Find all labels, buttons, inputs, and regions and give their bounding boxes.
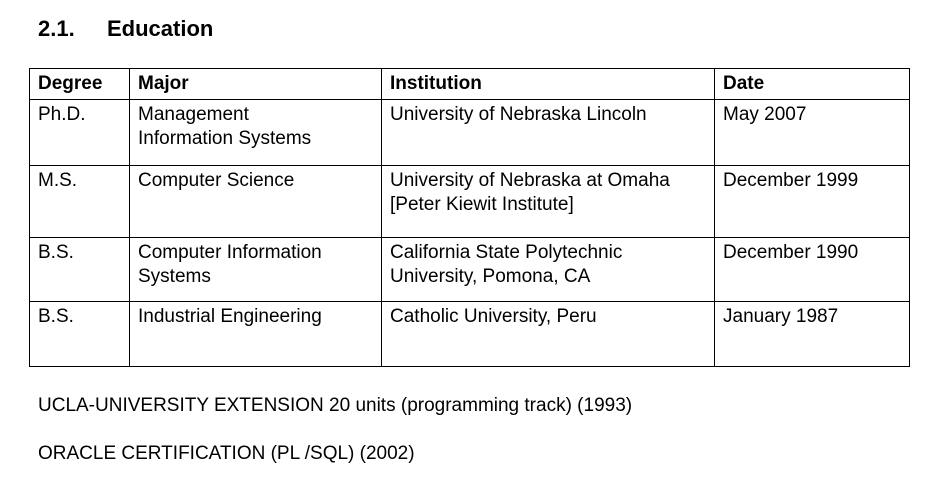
cell-text: [Peter Kiewit Institute] (390, 194, 574, 215)
table-cell: Computer Information Systems (129, 237, 382, 302)
cell-text: May 2007 (723, 104, 807, 125)
cell-text: Information Systems (138, 128, 312, 149)
table-cell: M.S. (29, 165, 130, 238)
table-cell: B.S. (29, 301, 130, 367)
cell-text: California State Polytechnic (390, 242, 623, 263)
cell-text: B.S. (38, 242, 74, 263)
section-heading: 2.1. Education (38, 16, 213, 42)
cell-text: Catholic University, Peru (390, 306, 597, 327)
table-cell: University of Nebraska at Omaha [Peter Ki… (381, 165, 715, 238)
cell-text: Ph.D. (38, 104, 86, 125)
table-cell: Industrial Engineering (129, 301, 382, 367)
table-cell: B.S. (29, 237, 130, 302)
cell-text: Systems (138, 266, 211, 287)
column-header: Degree (29, 68, 130, 100)
note: UCLA-UNIVERSITY EXTENSION 20 units (prog… (38, 395, 633, 416)
education-table: Degree Major Institution Date Ph.D. Manageme… (29, 68, 910, 367)
section-title: Education (107, 16, 214, 41)
table-cell: California State Polytechnic University, … (381, 237, 715, 302)
table-row: B.S. Industrial Engineering Catholic Unive… (29, 301, 910, 367)
table-cell: Ph.D. (29, 99, 130, 166)
table-row: Ph.D. Management Information Systems Univer… (29, 99, 910, 166)
table-row: B.S. Computer Information Systems Californi… (29, 237, 910, 302)
table-cell: University of Nebraska Lincoln (381, 99, 715, 166)
table-cell: Management Information Systems (129, 99, 382, 166)
column-header: Date (714, 68, 910, 100)
cell-text: University, Pomona, CA (390, 266, 591, 287)
cell-text: University of Nebraska at Omaha (390, 170, 670, 191)
note: ORACLE CERTIFICATION (PL /SQL) (2002) (38, 443, 415, 464)
table-cell: Computer Science (129, 165, 382, 238)
table-cell: Catholic University, Peru (381, 301, 715, 367)
column-header: Major (129, 68, 382, 100)
header-row: Degree Major Institution Date (29, 68, 910, 100)
cell-text: M.S. (38, 170, 78, 191)
cell-text: Industrial Engineering (138, 306, 322, 327)
cell-text: Management (138, 104, 249, 125)
cell-text: December 1999 (723, 170, 859, 191)
cell-text: B.S. (38, 306, 74, 327)
table-body: Ph.D. Management Information Systems Univer… (29, 99, 910, 367)
cell-text: Computer Science (138, 170, 295, 191)
cell-text: January 1987 (723, 306, 839, 327)
cell-text: University of Nebraska Lincoln (390, 104, 647, 125)
cell-text: Computer Information (138, 242, 322, 263)
column-header: Institution (381, 68, 715, 100)
table-cell: January 1987 (714, 301, 910, 367)
table-row: M.S. Computer Science University of Nebras… (29, 165, 910, 238)
table-cell: May 2007 (714, 99, 910, 166)
table-cell: December 1990 (714, 237, 910, 302)
table-cell: December 1999 (714, 165, 910, 238)
section-number: 2.1. (38, 16, 75, 41)
cell-text: December 1990 (723, 242, 859, 263)
